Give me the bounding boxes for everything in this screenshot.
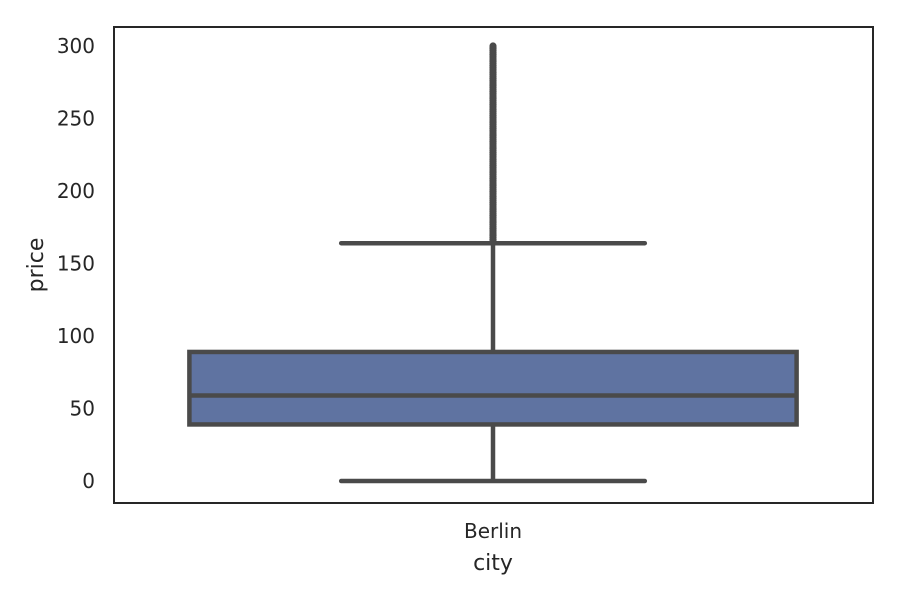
y-tick-label: 150 [57, 252, 95, 276]
y-tick-label: 200 [57, 179, 95, 203]
x-tick-label: Berlin [464, 519, 522, 543]
outlier-points [489, 42, 497, 246]
y-tick-label: 250 [57, 107, 95, 131]
y-axis-ticks: 0 50 100 150 200 250 300 [57, 34, 95, 493]
y-tick-label: 300 [57, 34, 95, 58]
y-tick-label: 100 [57, 324, 95, 348]
x-axis-ticks: Berlin [464, 519, 522, 543]
outlier-point [489, 42, 497, 50]
box-plot-marks [187, 42, 799, 484]
plot-frame [113, 26, 874, 504]
y-tick-label: 0 [82, 469, 95, 493]
y-axis-title: price [24, 238, 49, 293]
y-tick-label: 50 [70, 397, 95, 421]
x-axis-title: city [473, 551, 513, 576]
iqr-box [187, 349, 799, 427]
